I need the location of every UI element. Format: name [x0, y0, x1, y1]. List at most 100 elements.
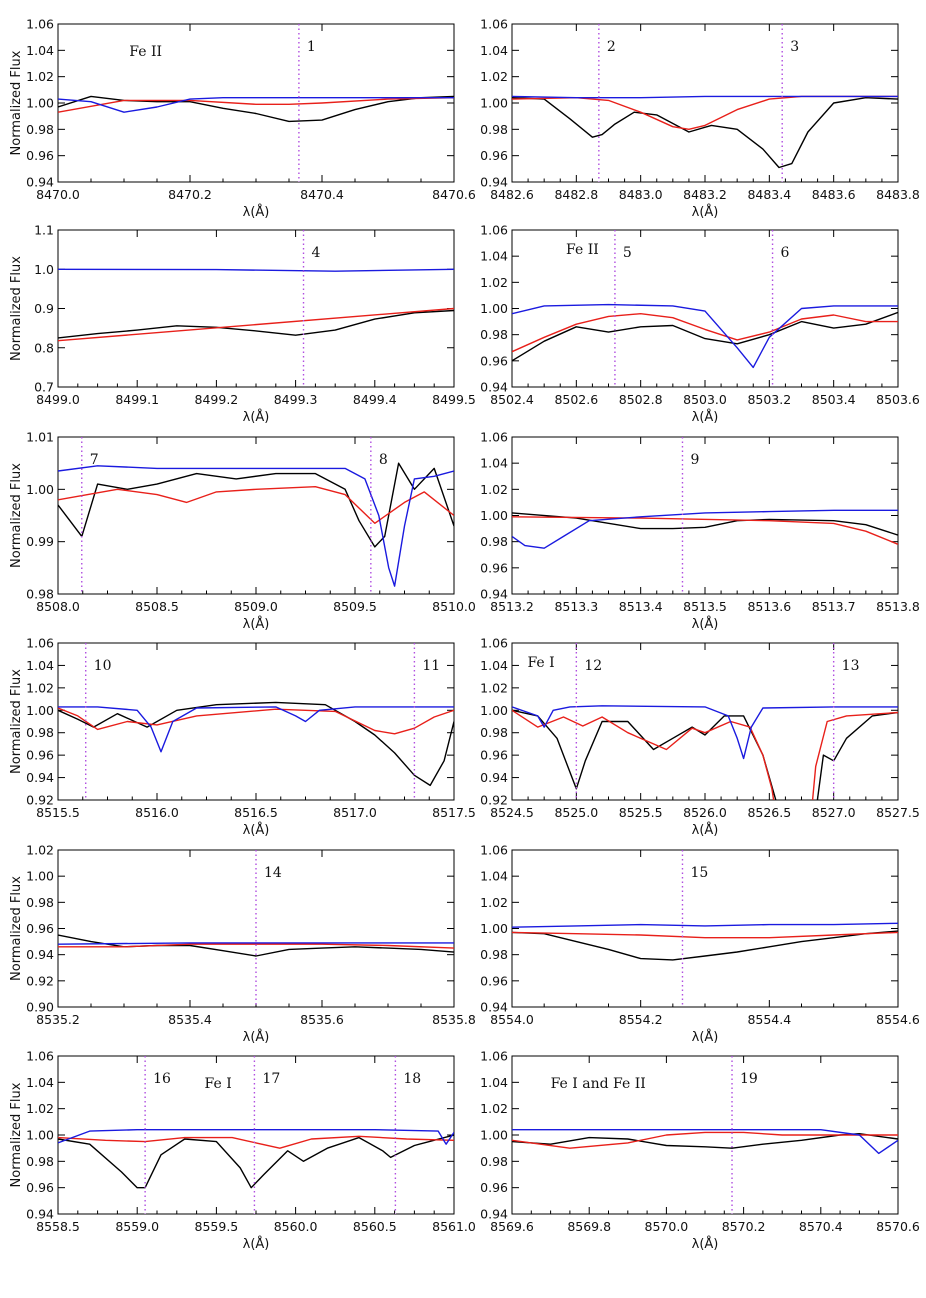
x-tick-label: 8513.4 [619, 599, 663, 614]
y-tick-label: 1.00 [26, 703, 54, 718]
x-tick-label: 8499.4 [353, 392, 397, 407]
x-axis-title: λ(Å) [692, 409, 719, 425]
y-tick-label: 0.9 [34, 301, 54, 316]
series-line-black [58, 701, 454, 787]
plot-frame [511, 436, 899, 595]
x-axis-title: λ(Å) [243, 1236, 270, 1252]
x-tick-label: 8513.5 [683, 599, 727, 614]
y-tick-label: 1.04 [26, 43, 54, 58]
y-tick-label: 0.98 [26, 895, 54, 910]
series-line-black [512, 1132, 898, 1149]
y-tick-label: 0.98 [480, 122, 508, 137]
chart-panel: 8502.4 8502.6 8502.8 8503.0 8503.2 8503.4 8503… [480, 223, 920, 426]
y-tick-label: 1.06 [480, 636, 508, 651]
y-tick-label: 1.00 [480, 508, 508, 523]
y-tick-label: 1.00 [480, 301, 508, 316]
y-axis-title: Normalized Flux [9, 669, 24, 774]
x-tick-label: 8499.2 [195, 392, 239, 407]
line-marker-label: 3 [790, 39, 799, 55]
line-marker-label: 9 [690, 452, 699, 468]
y-tick-label: 0.98 [26, 1154, 54, 1169]
x-tick-label: 8560.0 [274, 1219, 318, 1234]
y-tick-label: 0.96 [26, 148, 54, 163]
series-line-blue [512, 303, 898, 369]
x-tick-label: 8535.6 [300, 1012, 344, 1027]
x-tick-label: 8513.3 [554, 599, 598, 614]
series-line-black [58, 309, 454, 339]
y-tick-label: 0.92 [26, 973, 54, 988]
y-tick-label: 0.96 [26, 748, 54, 763]
series-group [512, 705, 898, 800]
x-tick-label: 8483.4 [747, 187, 791, 202]
series-line-blue [58, 706, 454, 753]
x-axis-title: λ(Å) [243, 1029, 270, 1045]
x-axis-title: λ(Å) [692, 1029, 719, 1045]
y-tick-label: 1.00 [26, 1128, 54, 1143]
series-line-blue [512, 509, 898, 549]
chart-panel: 8524.5 8525.0 8525.5 8526.0 8526.5 8527.0 8527… [480, 636, 920, 839]
series-line-blue [58, 1128, 454, 1145]
line-marker-label: 11 [422, 658, 440, 674]
line-marker-label: 7 [90, 452, 99, 468]
series-line-blue [58, 268, 454, 272]
x-tick-label: 8513.2 [490, 599, 534, 614]
plot-frame [57, 1055, 455, 1215]
plot-frame [511, 23, 899, 183]
y-axis-title: Normalized Flux [9, 50, 24, 155]
x-tick-label: 8525.0 [554, 805, 598, 820]
y-axis-title: Normalized Flux [9, 876, 24, 981]
x-tick-label: 8517.5 [432, 805, 476, 820]
x-tick-label: 8525.5 [619, 805, 663, 820]
x-tick-label: 8470.0 [36, 187, 80, 202]
x-axis-title: λ(Å) [692, 822, 719, 838]
x-tick-label: 8524.5 [490, 805, 534, 820]
series-line-red [512, 931, 898, 939]
y-tick-label: 0.96 [480, 560, 508, 575]
series-line-black [58, 95, 454, 123]
y-tick-label: 1.04 [480, 249, 508, 264]
y-tick-label: 1.04 [26, 658, 54, 673]
x-axis-title: λ(Å) [692, 204, 719, 220]
chart-panel: 8569.6 8569.8 8570.0 8570.2 8570.4 8570.6 0.94… [480, 1049, 920, 1253]
series-line-blue [512, 922, 898, 928]
x-tick-label: 8502.4 [490, 392, 534, 407]
y-tick-label: 0.94 [26, 1207, 54, 1222]
x-tick-label: 8513.7 [812, 599, 856, 614]
x-tick-label: 8483.2 [683, 187, 727, 202]
series-group [512, 1128, 898, 1155]
y-tick-label: 0.96 [480, 1180, 508, 1195]
x-tick-label: 8483.8 [876, 187, 920, 202]
line-marker-label: 4 [312, 245, 321, 261]
y-tick-label: 0.92 [480, 793, 508, 808]
y-tick-label: 1.06 [480, 1049, 508, 1064]
y-tick-label: 0.98 [480, 1154, 508, 1169]
series-line-red [58, 707, 454, 735]
element-annotation: Fe I [205, 1076, 232, 1092]
y-tick-label: 0.98 [480, 725, 508, 740]
y-axis-title: Normalized Flux [9, 256, 24, 361]
x-tick-label: 8503.6 [876, 392, 920, 407]
series-line-black [512, 709, 898, 800]
element-annotation: Fe II [129, 44, 162, 60]
x-axis-title: λ(Å) [243, 409, 270, 425]
series-group [58, 462, 454, 587]
x-tick-label: 8569.8 [567, 1219, 611, 1234]
x-tick-label: 8569.6 [490, 1219, 534, 1234]
x-tick-label: 8470.4 [300, 187, 344, 202]
x-tick-label: 8527.5 [876, 805, 920, 820]
x-tick-label: 8470.2 [168, 187, 212, 202]
chart-panel: 8499.0 8499.1 8499.2 8499.3 8499.4 8499.5 0.7 0… [9, 223, 476, 426]
x-tick-label: 8499.3 [274, 392, 318, 407]
y-tick-label: 0.94 [480, 587, 508, 602]
y-tick-label: 1.06 [26, 1049, 54, 1064]
y-tick-label: 1.04 [480, 456, 508, 471]
y-tick-label: 1.00 [480, 703, 508, 718]
plot-frame [57, 229, 455, 388]
line-marker-label: 5 [623, 245, 632, 261]
x-tick-label: 8508.5 [135, 599, 179, 614]
x-tick-label: 8561.0 [432, 1219, 476, 1234]
series-line-blue [58, 96, 454, 113]
chart-panel: 8554.0 8554.2 8554.4 8554.6 0.94 0.96 0.98 1.00… [480, 843, 920, 1046]
x-tick-label: 8526.0 [683, 805, 727, 820]
